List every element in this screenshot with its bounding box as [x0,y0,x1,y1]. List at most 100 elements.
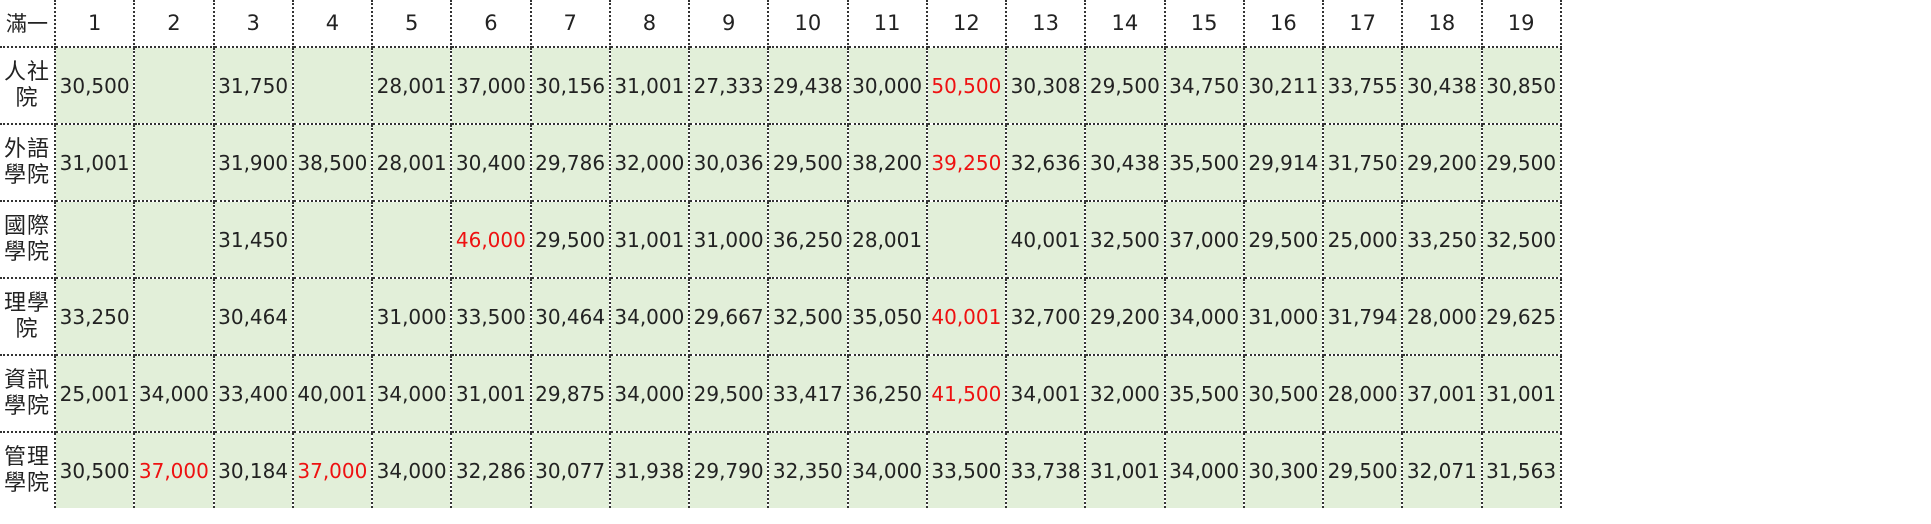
table-cell: 28,001 [372,47,453,125]
column-header: 17 [1323,0,1404,48]
table-cell: 36,250 [768,201,849,279]
column-header: 2 [134,0,215,48]
table-cell: 37,001 [1402,355,1483,433]
column-header: 16 [1243,0,1325,48]
column-header: 9 [689,0,770,48]
table-cell: 34,000 [134,355,215,433]
column-header: 14 [1085,0,1166,48]
table-cell [372,201,453,279]
table-cell: 31,000 [372,278,453,356]
column-header: 7 [530,0,611,48]
table-cell: 30,438 [1085,124,1166,202]
table-cell: 40,001 [292,355,374,433]
row-label: 外語 學院 [0,124,56,202]
table-cell: 29,625 [1481,278,1562,356]
table-cell: 40,001 [926,278,1008,356]
table-cell: 34,000 [1164,278,1245,356]
column-header: 11 [847,0,928,48]
column-header: 18 [1402,0,1483,48]
row-label: 理學院 [0,278,56,356]
table-cell: 27,333 [689,47,770,125]
table-cell: 31,001 [609,201,691,279]
table-cell: 33,250 [1402,201,1483,279]
table-cell: 34,000 [372,432,453,508]
table-cell: 34,001 [1006,355,1087,433]
row-label-line: 院 [15,85,39,111]
table-cell: 34,000 [1164,432,1245,508]
table-row: 理學院 33,250 30,464 31,000 33,500 30,464 34,000 2… [0,278,1562,356]
table-cell: 30,308 [1006,47,1087,125]
table-cell: 31,750 [1323,124,1404,202]
table-cell: 34,000 [372,355,453,433]
table-cell: 30,300 [1243,432,1325,508]
table-cell: 40,001 [1006,201,1087,279]
table-cell: 35,050 [847,278,928,356]
table-cell: 33,500 [451,278,532,356]
table-cell: 29,667 [689,278,770,356]
table-cell: 33,755 [1323,47,1404,125]
table-row: 管理 學院 30,500 37,000 30,184 37,000 34,000 32,286… [0,432,1562,508]
column-header: 12 [926,0,1008,48]
row-label-line: 外語 [3,136,50,162]
table-cell [55,201,136,279]
table-row: 外語 學院 31,001 31,900 38,500 28,001 30,400 29,786… [0,124,1562,202]
column-header: 10 [768,0,849,48]
table-cell: 32,700 [1006,278,1087,356]
table-cell: 33,738 [1006,432,1087,508]
table-cell: 32,500 [1481,201,1562,279]
table-cell: 29,500 [530,201,611,279]
table-cell: 29,914 [1243,124,1325,202]
table-cell: 38,500 [292,124,374,202]
table-cell: 29,200 [1085,278,1166,356]
table-cell [292,278,374,356]
table-row: 資訊 學院 25,001 34,000 33,400 40,001 34,000 31,001… [0,355,1562,433]
table-cell: 31,000 [1243,278,1325,356]
table-cell: 32,000 [1085,355,1166,433]
table-cell: 29,500 [1481,124,1562,202]
table-cell: 32,500 [1085,201,1166,279]
table-cell: 46,000 [451,201,532,279]
table-cell: 30,464 [213,278,294,356]
table-cell: 31,001 [609,47,691,125]
table-cell: 28,000 [1323,355,1404,433]
table-cell: 36,250 [847,355,928,433]
table-cell: 30,400 [451,124,532,202]
table-cell: 29,500 [1085,47,1166,125]
table-cell: 29,875 [530,355,611,433]
column-header: 19 [1481,0,1562,48]
table-cell: 30,464 [530,278,611,356]
table-cell: 30,500 [1243,355,1325,433]
table-cell: 37,000 [1164,201,1245,279]
row-label-line: 國際 [3,213,50,239]
table-cell: 32,286 [451,432,532,508]
table-cell: 35,500 [1164,355,1245,433]
table-cell: 31,750 [213,47,294,125]
table-cell: 32,350 [768,432,849,508]
table-cell [292,201,374,279]
table-cell: 29,786 [530,124,611,202]
row-label: 國際 學院 [0,201,56,279]
table-cell: 29,200 [1402,124,1483,202]
table-cell: 31,001 [451,355,532,433]
table-cell: 30,850 [1481,47,1562,125]
table-cell: 30,500 [55,47,136,125]
row-label-line: 學院 [3,470,50,496]
table-cell: 34,000 [847,432,928,508]
table-cell: 28,000 [1402,278,1483,356]
row-label-line: 理學 [3,290,50,316]
table-cell: 31,794 [1323,278,1404,356]
table-cell: 30,077 [530,432,611,508]
table-cell: 29,500 [1243,201,1325,279]
row-label-line: 院 [15,316,39,342]
row-label: 管理 學院 [0,432,56,508]
header-row: 滿一 1 2 3 4 5 6 7 8 9 10 11 12 13 14 15 16 17 18 19 [0,0,1562,48]
table-cell: 38,200 [847,124,928,202]
table-cell: 31,563 [1481,432,1562,508]
table-cell: 28,001 [847,201,928,279]
row-label-line: 學院 [3,393,50,419]
column-header: 13 [1006,0,1087,48]
table-cell: 31,450 [213,201,294,279]
column-header: 3 [213,0,294,48]
table-cell: 29,500 [689,355,770,433]
table-cell: 32,000 [609,124,691,202]
